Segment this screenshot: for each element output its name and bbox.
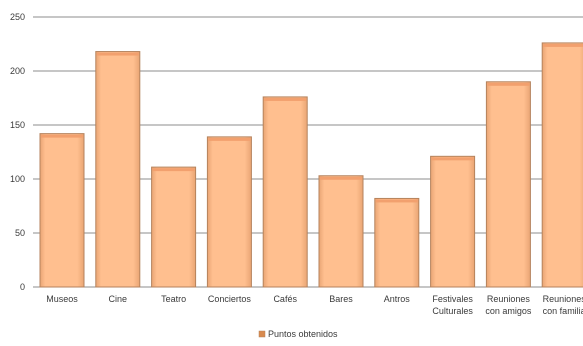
- bar-top-bevel: [431, 157, 474, 161]
- bar: [430, 155, 476, 288]
- y-axis-ticks: 0 50 100 150 200 250: [10, 12, 25, 292]
- bar-top-bevel: [96, 52, 139, 56]
- bar-top-bevel: [320, 176, 362, 180]
- bar: [318, 175, 364, 288]
- bar-top-bevel: [487, 82, 530, 86]
- bar: [95, 51, 141, 288]
- bar: [206, 136, 252, 288]
- y-tick-label: 250: [10, 12, 25, 22]
- x-tick-label: Culturales: [432, 306, 473, 316]
- bar-top-bevel: [543, 43, 583, 47]
- bar: [262, 96, 308, 288]
- x-tick-label: Bares: [329, 294, 353, 304]
- x-axis-labels: Museos Cine Teatro Conciertos Cafés Bares Antr…: [46, 294, 583, 316]
- y-tick-label: 200: [10, 66, 25, 76]
- y-tick-label: 150: [10, 120, 25, 130]
- bar-top-bevel: [375, 199, 418, 203]
- x-tick-label: Teatro: [161, 294, 186, 304]
- x-tick-label: Cafés: [273, 294, 297, 304]
- x-tick-label: Museos: [46, 294, 78, 304]
- bar-top-bevel: [41, 134, 83, 138]
- bar: [39, 133, 85, 288]
- x-tick-label: con familia: [543, 306, 583, 316]
- y-tick-label: 50: [15, 228, 25, 238]
- bar-top-bevel: [208, 137, 251, 141]
- bar: [151, 166, 197, 288]
- bar-top-bevel: [264, 97, 307, 101]
- x-tick-label: Reuniones: [543, 294, 583, 304]
- legend: Puntos obtenidos: [258, 329, 338, 339]
- bar: [374, 197, 420, 288]
- x-tick-label: Antros: [384, 294, 411, 304]
- bar: [485, 81, 531, 288]
- bar: [541, 42, 583, 288]
- x-tick-label: Reuniones: [487, 294, 531, 304]
- legend-label: Puntos obtenidos: [268, 329, 338, 339]
- x-tick-label: Cine: [109, 294, 128, 304]
- x-tick-label: con amigos: [485, 306, 532, 316]
- bar-top-bevel: [152, 168, 195, 172]
- legend-swatch: [258, 330, 266, 338]
- x-tick-label: Conciertos: [208, 294, 252, 304]
- y-tick-label: 100: [10, 174, 25, 184]
- bars: [39, 42, 583, 288]
- x-tick-label: Festivales: [432, 294, 473, 304]
- y-tick-label: 0: [20, 282, 25, 292]
